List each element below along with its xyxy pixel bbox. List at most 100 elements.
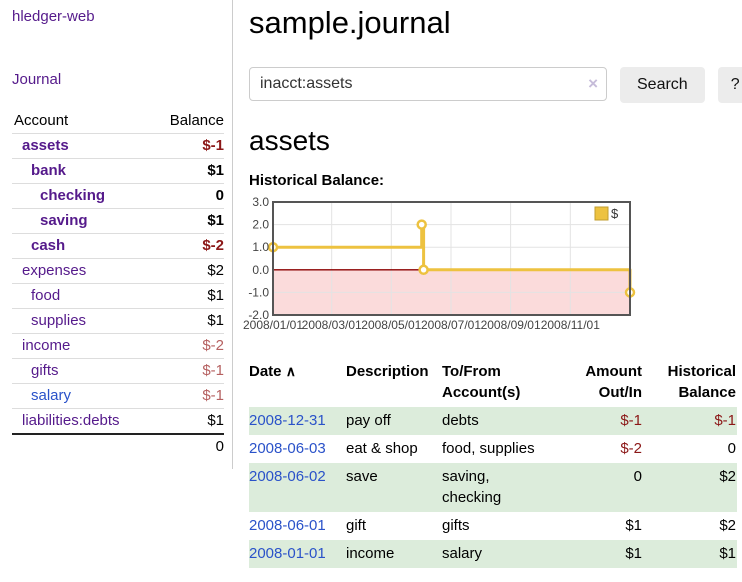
transaction-amount: $-1 xyxy=(553,407,643,436)
transaction-row: 2008-01-01 income salary $1 $1 xyxy=(249,540,737,569)
account-link-saving[interactable]: saving xyxy=(40,212,88,229)
chart-svg: $ 3.0 2.0 1.0 0.0 -1.0 -2.0 2008/01/01 2… xyxy=(243,195,636,332)
svg-text:2008/05/01: 2008/05/01 xyxy=(361,318,421,332)
account-link-bank[interactable]: bank xyxy=(31,162,67,179)
account-row: gifts $-1 xyxy=(12,359,224,384)
svg-text:2008/07/01: 2008/07/01 xyxy=(421,318,481,332)
svg-text:2008/01/01: 2008/01/01 xyxy=(243,318,303,332)
register-table: Date ∧ Description To/From Account(s) Am… xyxy=(249,358,737,569)
svg-text:0.0: 0.0 xyxy=(252,263,269,277)
account-row: expenses $2 xyxy=(12,259,224,284)
search-form: × Search ? xyxy=(249,67,742,104)
account-row: food $1 xyxy=(12,284,224,309)
account-balance: $-1 xyxy=(202,387,224,404)
transaction-accounts: salary xyxy=(442,540,553,569)
account-link-assets[interactable]: assets xyxy=(22,137,69,154)
transaction-row: 2008-12-31 pay off debts $-1 $-1 xyxy=(249,407,737,436)
account-balance: 0 xyxy=(215,187,224,204)
main-content: sample.journal × Search ? assets Histori… xyxy=(233,0,742,569)
account-balance: $1 xyxy=(207,312,224,329)
transaction-date-link[interactable]: 2008-06-03 xyxy=(249,440,326,458)
account-balance: $1 xyxy=(207,287,224,304)
register-header-row: Date ∧ Description To/From Account(s) Am… xyxy=(249,358,737,407)
account-balance: $-1 xyxy=(202,137,224,154)
account-table-header: Account Balance xyxy=(12,109,224,134)
transaction-row: 2008-06-01 gift gifts $1 $2 xyxy=(249,512,737,540)
sidebar-item-journal[interactable]: Journal xyxy=(12,71,62,88)
svg-text:-2.0: -2.0 xyxy=(248,308,269,322)
account-balance: $-2 xyxy=(202,337,224,354)
search-input-wrapper: × xyxy=(249,67,607,103)
svg-text:2008/09/01: 2008/09/01 xyxy=(481,318,541,332)
sidebar: hledger-web Journal Account Balance asse… xyxy=(0,0,233,469)
account-row: salary $-1 xyxy=(12,384,224,409)
chart-heading: Historical Balance: xyxy=(249,172,385,190)
search-input[interactable] xyxy=(249,67,607,102)
transaction-description: eat & shop xyxy=(346,440,418,458)
account-balance-table: Account Balance assets $-1 bank $1 check… xyxy=(12,109,224,459)
legend-label: $ xyxy=(611,206,619,221)
transaction-accounts: debts xyxy=(442,407,553,436)
transaction-amount: $1 xyxy=(625,517,642,535)
svg-text:3.0: 3.0 xyxy=(252,195,269,209)
transaction-description: income xyxy=(346,540,442,569)
transaction-date-link[interactable]: 2008-01-01 xyxy=(249,545,326,563)
accounts-total-value: 0 xyxy=(215,438,224,455)
account-link-expenses[interactable]: expenses xyxy=(22,262,87,279)
transaction-balance: $2 xyxy=(643,463,737,513)
account-link-supplies[interactable]: supplies xyxy=(31,312,87,329)
x-axis-labels: 2008/01/01 2008/03/01 2008/05/01 2008/07… xyxy=(243,318,600,332)
svg-text:-1.0: -1.0 xyxy=(248,286,269,300)
column-header-date[interactable]: Date ∧ xyxy=(249,363,296,381)
transaction-date-link[interactable]: 2008-12-31 xyxy=(249,412,326,430)
page-title: sample.journal xyxy=(249,5,451,40)
account-row: bank $1 xyxy=(12,159,224,184)
search-button[interactable]: Search xyxy=(620,67,705,104)
legend-swatch-icon xyxy=(594,206,609,221)
transaction-accounts: food, supplies xyxy=(442,440,535,458)
transaction-accounts: saving, checking xyxy=(442,463,553,513)
transaction-amount: 0 xyxy=(553,463,643,513)
account-row: supplies $1 xyxy=(12,309,224,334)
account-row: checking 0 xyxy=(12,184,224,209)
transaction-balance: $2 xyxy=(719,517,736,535)
transaction-date-link[interactable]: 2008-06-02 xyxy=(249,468,326,486)
help-button[interactable]: ? xyxy=(717,67,742,104)
account-link-checking[interactable]: checking xyxy=(40,187,106,204)
column-header-amount: Amount Out/In xyxy=(585,363,642,402)
transaction-description: gift xyxy=(346,517,367,535)
chart-legend: $ xyxy=(594,206,619,221)
svg-text:2.0: 2.0 xyxy=(252,218,269,232)
account-balance: $1 xyxy=(207,412,224,429)
account-link-salary[interactable]: salary xyxy=(31,387,72,404)
clear-search-icon[interactable]: × xyxy=(588,74,598,94)
transaction-date-link[interactable]: 2008-06-01 xyxy=(249,517,326,535)
account-column-header: Account xyxy=(14,112,69,129)
column-header-balance: Historical Balance xyxy=(667,363,736,402)
transaction-row: 2008-06-02 save saving, checking 0 $2 xyxy=(249,463,737,513)
transaction-amount: $1 xyxy=(553,540,643,569)
account-link-food[interactable]: food xyxy=(31,287,61,304)
svg-text:2008/03/01: 2008/03/01 xyxy=(302,318,362,332)
account-row: income $-2 xyxy=(12,334,224,359)
y-axis-labels: 3.0 2.0 1.0 0.0 -1.0 -2.0 xyxy=(248,195,269,322)
account-row: liabilities:debts $1 xyxy=(12,409,224,435)
transaction-balance: $1 xyxy=(643,540,737,569)
transaction-balance: $-1 xyxy=(643,407,737,436)
account-balance: $-1 xyxy=(202,362,224,379)
historical-balance-chart: $ 3.0 2.0 1.0 0.0 -1.0 -2.0 2008/01/01 2… xyxy=(243,195,641,336)
account-balance: $-2 xyxy=(202,237,224,254)
account-link-cash[interactable]: cash xyxy=(31,237,66,254)
page: hledger-web Journal Account Balance asse… xyxy=(0,0,742,569)
svg-text:1.0: 1.0 xyxy=(252,240,269,254)
column-header-description: Description xyxy=(346,363,429,381)
transaction-row: 2008-06-03 eat & shop food, supplies $-2… xyxy=(249,435,737,463)
account-link-gifts[interactable]: gifts xyxy=(31,362,59,379)
account-balance: $1 xyxy=(207,212,224,229)
svg-text:2008/11/01: 2008/11/01 xyxy=(541,318,600,332)
brand-link[interactable]: hledger-web xyxy=(12,8,95,25)
account-row: saving $1 xyxy=(12,209,224,234)
transaction-description: pay off xyxy=(346,407,442,436)
account-link-liabilities-debts[interactable]: liabilities:debts xyxy=(22,412,120,429)
account-link-income[interactable]: income xyxy=(22,337,71,354)
